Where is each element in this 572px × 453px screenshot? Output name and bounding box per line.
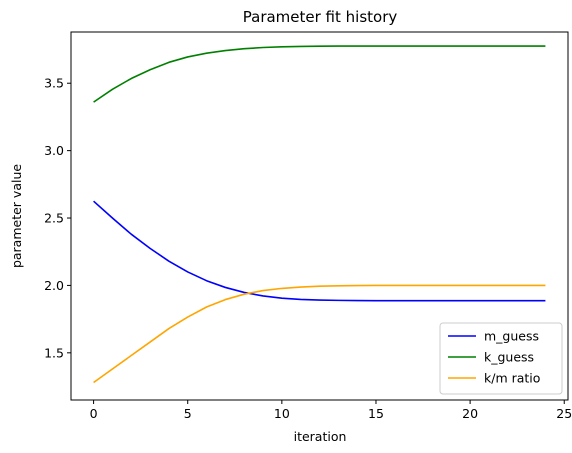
plot-area-frame xyxy=(70,31,569,401)
x-axis-label: iteration xyxy=(294,429,347,444)
y-tick-label: 3.5 xyxy=(44,76,64,91)
x-tick-label: 25 xyxy=(556,406,572,421)
x-axis: 0 5 10 15 20 25 xyxy=(90,400,572,421)
legend-box xyxy=(439,322,563,395)
y-tick-label: 2.5 xyxy=(44,211,64,226)
y-tick-label: 1.5 xyxy=(44,345,64,360)
legend: m_guess k_guess k/m ratio xyxy=(439,322,563,395)
y-tick-label: 3.0 xyxy=(44,143,64,158)
legend-entry-label: m_guess xyxy=(484,329,539,344)
x-tick-label: 0 xyxy=(90,406,98,421)
series-line-m-guess xyxy=(93,200,546,302)
y-axis-label: parameter value xyxy=(9,164,24,268)
series-line-k-guess xyxy=(93,45,546,103)
x-tick-label: 10 xyxy=(274,406,290,421)
x-tick-label: 20 xyxy=(462,406,478,421)
legend-entry-label: k_guess xyxy=(484,350,534,365)
series-lines xyxy=(93,45,546,384)
x-tick-label: 15 xyxy=(368,406,384,421)
chart-title: Parameter fit history xyxy=(243,8,398,26)
y-tick-label: 2.0 xyxy=(44,278,64,293)
legend-entry-label: k/m ratio xyxy=(484,371,540,386)
y-axis: 1.5 2.0 2.5 3.0 3.5 xyxy=(44,76,71,360)
x-tick-label: 5 xyxy=(184,406,192,421)
series-line-k-m-ratio xyxy=(93,284,546,384)
